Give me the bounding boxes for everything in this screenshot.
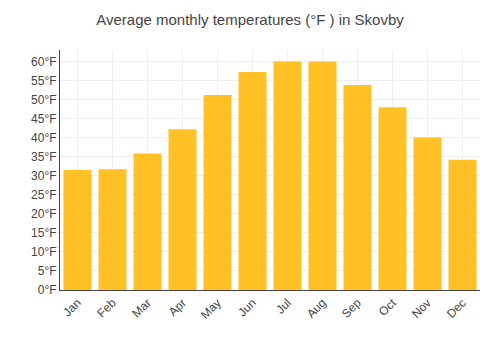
svg-text:Dec: Dec [444,296,469,321]
svg-text:Sep: Sep [339,296,364,321]
svg-text:Apr: Apr [166,296,189,319]
svg-text:60°F: 60°F [31,55,56,69]
svg-text:20°F: 20°F [31,207,56,221]
svg-text:Jun: Jun [235,296,259,320]
svg-text:Aug: Aug [304,296,329,321]
svg-text:50°F: 50°F [31,93,56,107]
svg-text:0°F: 0°F [38,283,57,297]
svg-text:Jul: Jul [273,296,294,317]
svg-text:Jan: Jan [60,296,84,320]
svg-text:Mar: Mar [129,296,154,321]
svg-text:40°F: 40°F [31,131,56,145]
svg-text:45°F: 45°F [31,112,56,126]
svg-text:Feb: Feb [94,296,119,321]
svg-text:Oct: Oct [376,295,400,319]
svg-text:15°F: 15°F [31,226,56,240]
svg-text:55°F: 55°F [31,74,56,88]
svg-text:10°F: 10°F [31,245,56,259]
svg-text:5°F: 5°F [38,264,57,278]
svg-text:30°F: 30°F [31,169,56,183]
svg-text:May: May [198,296,224,322]
svg-text:35°F: 35°F [31,150,56,164]
svg-text:25°F: 25°F [31,188,56,202]
svg-text:Average monthly temperatures (: Average monthly temperatures (°F ) in Sk… [96,11,404,28]
svg-text:Nov: Nov [409,296,434,321]
